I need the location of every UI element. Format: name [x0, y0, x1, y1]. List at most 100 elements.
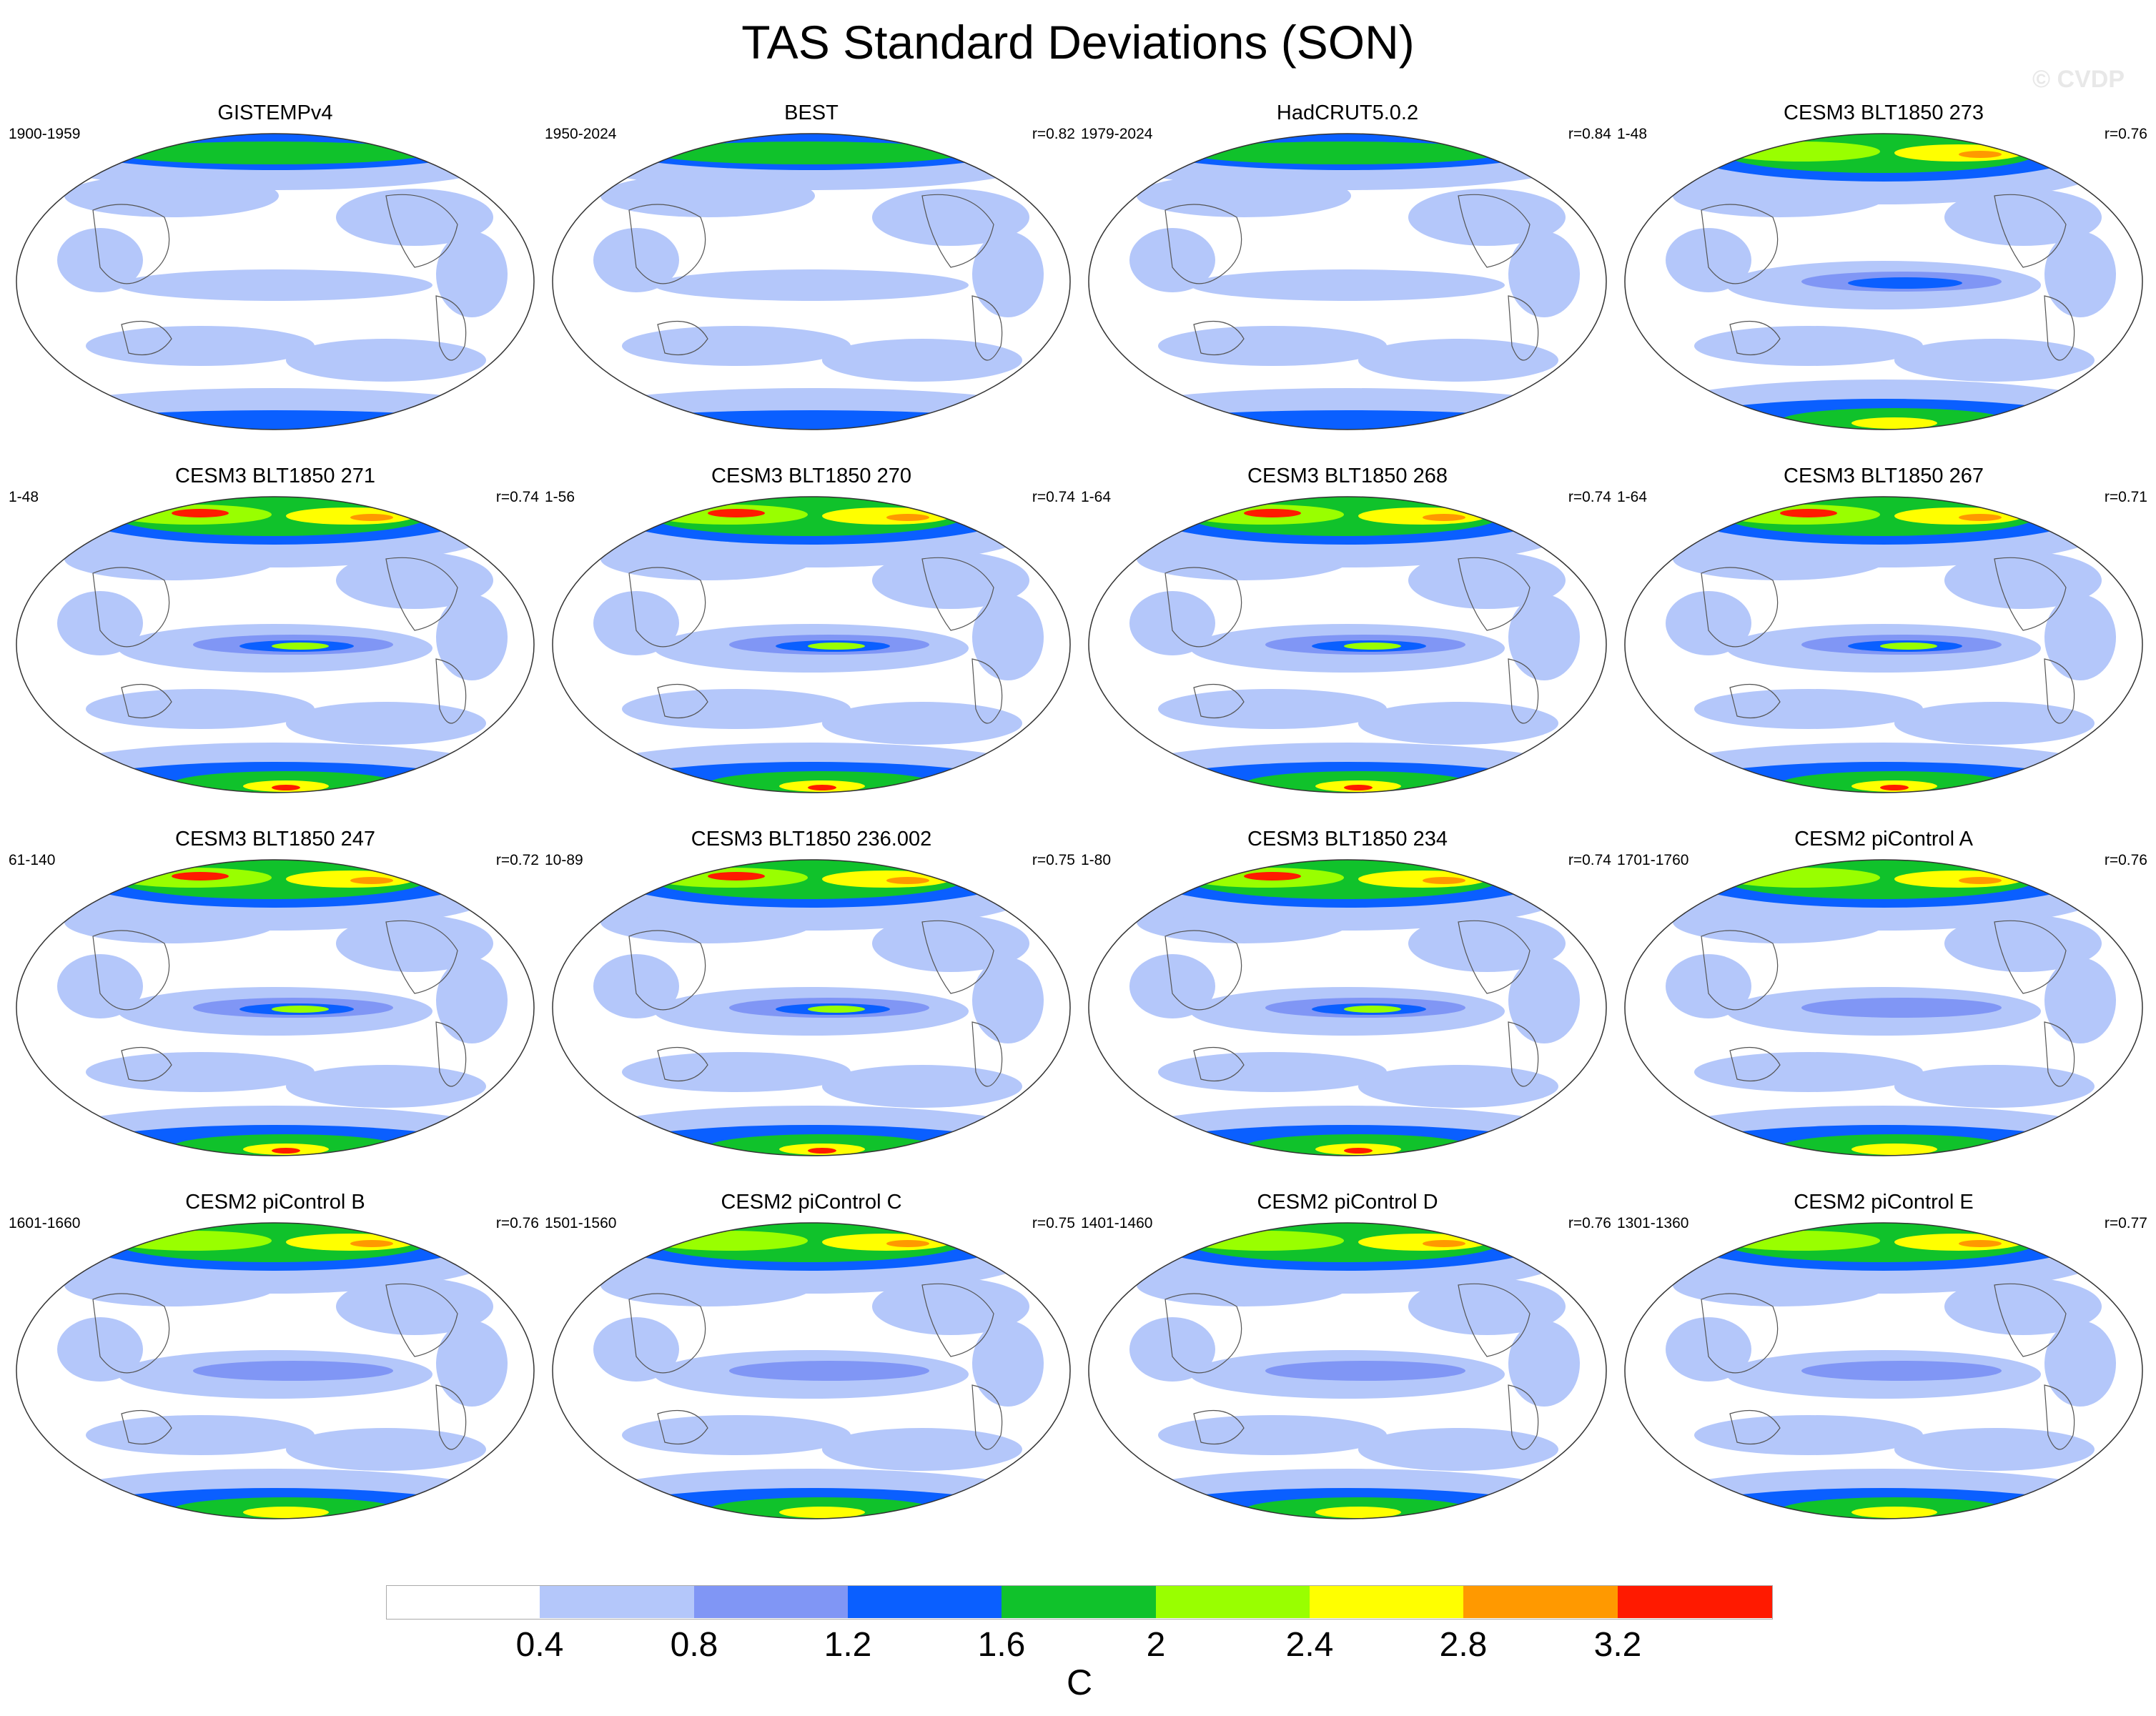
colorbar-tick-label: 0.4: [515, 1626, 564, 1664]
map-panel: CESM3 BLT1850 267 1-64 r=0.71: [1616, 463, 2152, 813]
panel-correlation: r=0.84: [1568, 126, 1611, 142]
colorbar-tick-label: 2: [1146, 1626, 1166, 1664]
colorbar-swatch: [848, 1585, 1002, 1618]
panel-correlation: r=0.74: [1032, 489, 1075, 505]
panel-correlation: r=0.71: [2104, 489, 2147, 505]
panel-correlation: r=0.77: [2104, 1215, 2147, 1231]
panel-title: CESM3 BLT1850 270: [711, 465, 911, 487]
world-map: [1088, 859, 1607, 1156]
panel-title: CESM3 BLT1850 247: [175, 828, 375, 850]
panel-title: CESM2 piControl A: [1794, 828, 1973, 850]
colorbar-swatch: [1310, 1585, 1464, 1618]
world-map: [16, 496, 535, 793]
map-panel: CESM2 piControl D 1401-1460 r=0.76: [1079, 1189, 1616, 1539]
colorbar-units: C: [1066, 1662, 1093, 1702]
colorbar-swatch: [1463, 1585, 1618, 1618]
colorbar-swatch: [1618, 1585, 1772, 1618]
panel-correlation: r=0.76: [1568, 1215, 1611, 1231]
panel-correlation: r=0.76: [495, 1215, 539, 1231]
world-map: [552, 1222, 1071, 1519]
panel-title: HadCRUT5.0.2: [1276, 101, 1419, 124]
panel-period: 1701-1760: [1617, 852, 1689, 868]
panel-period: 1601-1660: [9, 1215, 81, 1231]
map-panel: CESM2 piControl B 1601-1660 r=0.76: [7, 1189, 543, 1539]
world-map: [1088, 1222, 1607, 1519]
panel-correlation: r=0.75: [1032, 1215, 1075, 1231]
panel-period: 1950-2024: [545, 126, 617, 142]
panel-period: 1979-2024: [1081, 126, 1153, 142]
world-map: [1624, 859, 2143, 1156]
world-map: [1624, 133, 2143, 430]
map-panel: CESM3 BLT1850 271 1-48 r=0.74: [7, 463, 543, 813]
map-panel: GISTEMPv4 1900-1959: [7, 100, 543, 450]
panel-correlation: r=0.72: [495, 852, 539, 868]
map-panel: CESM2 piControl A 1701-1760 r=0.76: [1616, 826, 2152, 1176]
panel-period: 1-64: [1617, 489, 1648, 505]
map-panel: CESM3 BLT1850 234 1-80 r=0.74: [1079, 826, 1616, 1176]
world-map: [1624, 1222, 2143, 1519]
panel-title: CESM3 BLT1850 267: [1784, 465, 1984, 487]
panel-period: 1-64: [1081, 489, 1112, 505]
panel-period: 1900-1959: [9, 126, 81, 142]
colorbar-swatch: [1156, 1585, 1310, 1618]
panel-title: CESM2 piControl E: [1794, 1191, 1974, 1214]
map-panel: HadCRUT5.0.2 1979-2024 r=0.84: [1079, 100, 1616, 450]
world-map: [16, 133, 535, 430]
map-panel-grid: GISTEMPv4 1900-1959 BEST 1950-2024 r=0.82 Had…: [7, 100, 2152, 1539]
panel-correlation: r=0.74: [1568, 852, 1611, 868]
panel-title: BEST: [784, 101, 839, 124]
panel-period: 1-48: [1617, 126, 1648, 142]
panel-title: CESM2 piControl C: [721, 1191, 902, 1214]
panel-correlation: r=0.74: [495, 489, 539, 505]
world-map: [1088, 496, 1607, 793]
colorbar-swatch: [386, 1585, 540, 1618]
watermark-text: © CVDP: [2032, 66, 2125, 93]
colorbar-tick-label: 1.2: [824, 1626, 872, 1664]
panel-period: 1501-1560: [545, 1215, 617, 1231]
panel-period: 1-80: [1081, 852, 1112, 868]
world-map: [552, 133, 1071, 430]
map-panel: CESM3 BLT1850 247 61-140 r=0.72: [7, 826, 543, 1176]
panel-title: GISTEMPv4: [217, 101, 333, 124]
panel-period: 61-140: [9, 852, 56, 868]
colorbar-frame: [386, 1585, 1773, 1620]
panel-period: 10-89: [545, 852, 583, 868]
colorbar-tick-label: 2.8: [1439, 1626, 1488, 1664]
colorbar-swatch: [1002, 1585, 1156, 1618]
panel-title: CESM3 BLT1850 236.002: [691, 828, 932, 850]
map-panel: CESM2 piControl E 1301-1360 r=0.77: [1616, 1189, 2152, 1539]
world-map: [552, 859, 1071, 1156]
panel-title: CESM3 BLT1850 234: [1247, 828, 1448, 850]
panel-title: CESM3 BLT1850 271: [175, 465, 375, 487]
panel-title: CESM3 BLT1850 268: [1247, 465, 1448, 487]
colorbar-tick-label: 1.6: [977, 1626, 1026, 1664]
world-map: [552, 496, 1071, 793]
world-map: [1624, 496, 2143, 793]
panel-period: 1-48: [9, 489, 39, 505]
colorbar-swatch: [540, 1585, 694, 1618]
panel-period: 1-56: [545, 489, 575, 505]
panel-title: CESM3 BLT1850 273: [1784, 101, 1984, 124]
panel-period: 1301-1360: [1617, 1215, 1689, 1231]
panel-correlation: r=0.74: [1568, 489, 1611, 505]
world-map: [1088, 133, 1607, 430]
colorbar-tick-label: 2.4: [1285, 1626, 1334, 1664]
map-panel: CESM3 BLT1850 273 1-48 r=0.76: [1616, 100, 2152, 450]
panel-title: CESM2 piControl D: [1257, 1191, 1438, 1214]
map-panel: CESM2 piControl C 1501-1560 r=0.75: [543, 1189, 1079, 1539]
map-panel: CESM3 BLT1850 236.002 10-89 r=0.75: [543, 826, 1079, 1176]
map-panel: BEST 1950-2024 r=0.82: [543, 100, 1079, 450]
panel-title: CESM2 piControl B: [185, 1191, 365, 1214]
panel-period: 1401-1460: [1081, 1215, 1153, 1231]
colorbar: [386, 1585, 1773, 1620]
panel-correlation: r=0.82: [1032, 126, 1075, 142]
panel-correlation: r=0.76: [2104, 126, 2147, 142]
colorbar-tick-label: 0.8: [670, 1626, 718, 1664]
map-panel: CESM3 BLT1850 270 1-56 r=0.74: [543, 463, 1079, 813]
world-map: [16, 1222, 535, 1519]
colorbar-swatch: [694, 1585, 849, 1618]
panel-correlation: r=0.75: [1032, 852, 1075, 868]
panel-correlation: r=0.76: [2104, 852, 2147, 868]
world-map: [16, 859, 535, 1156]
page-title: TAS Standard Deviations (SON): [741, 16, 1415, 69]
